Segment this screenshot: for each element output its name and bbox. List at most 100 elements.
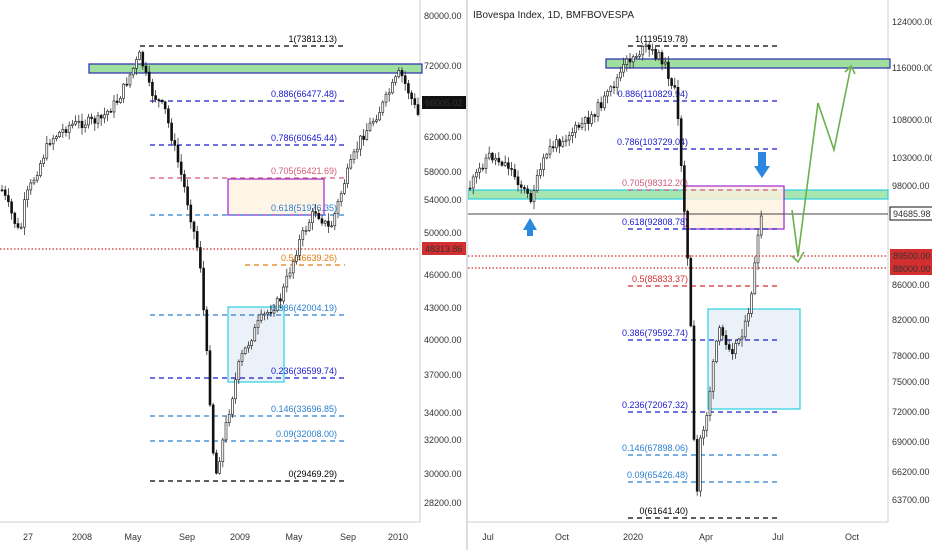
candle-body [670,78,673,86]
candle-body [596,102,600,117]
fib-level-label: 0.386(42004.19) [271,303,337,313]
candle-body [619,71,622,79]
candle-body [641,45,645,56]
chart-title: IBovespa Index, 1D, BMFBOVESPA [473,10,634,21]
candle-body [119,98,122,103]
resistance-zone[interactable] [88,63,423,74]
candle-body [301,230,305,240]
candle-body [718,327,721,342]
candle-body [394,76,397,83]
fib-level-label: 0.146(33696.85) [271,404,337,414]
right-chart-svg[interactable]: IBovespa Index, 1D, BMFBOVESPA 124000.00 1… [468,0,932,550]
projection-path[interactable] [791,65,852,257]
candle-body [362,135,365,140]
left-chart-panel[interactable]: 80000.00 72000.00 62000.00 58000.00 54000.00… [0,0,466,550]
candle-body [727,344,731,350]
resistance-zone[interactable] [605,58,891,69]
candle-body [19,226,23,229]
candle-body [657,52,661,60]
candle-body [692,325,696,440]
candle-body [275,298,279,311]
candle-body [711,361,715,392]
arrow-down-icon [754,152,770,178]
candle-body [199,247,202,269]
y-tick-label: 62000.00 [424,132,462,142]
candle-body [503,162,507,166]
candle-body [272,310,276,314]
right-chart-panel[interactable]: IBovespa Index, 1D, BMFBOVESPA 124000.00 1… [466,0,932,550]
candle-body [112,100,116,113]
arrow-up-icon [523,218,537,236]
candle-body [224,422,228,441]
candle-body [122,83,125,99]
candle-body [609,86,613,92]
candle-body [205,309,209,352]
candle-body [548,146,552,155]
candle-body [403,75,407,84]
highlight-box-purple[interactable] [683,185,785,230]
candle-body [77,120,81,123]
fib-level-label: 0.705(56421.69) [271,166,337,176]
candle-body [74,121,77,125]
fib-level-label: 0.236(36599.74) [271,366,337,376]
candle-body [683,165,686,212]
candle-body [48,143,52,145]
current-price-label: 94685.98 [893,209,931,219]
candle-body [55,136,58,139]
candle-body [323,220,327,224]
current-price-tag [889,206,932,221]
candle-body [475,171,478,178]
candle-body [333,213,337,227]
x-tick-label: Oct [555,532,570,542]
x-tick-label: 2009 [230,532,250,542]
candle-body [253,327,257,342]
candle-body [170,122,173,141]
x-tick-label: May [124,532,142,542]
fib-level-label: 0.618(92808.78) [622,217,688,227]
candle-body [526,188,529,194]
candle-body [615,77,619,88]
x-tick-label: 2008 [72,532,92,542]
candle-body [259,313,263,321]
highlight-box-cyan[interactable] [227,306,285,383]
y-tick-label: 75000.00 [892,377,930,387]
y-tick-label: 116000.00 [892,63,932,73]
candle-body [39,163,42,176]
candle-body [635,56,638,58]
candle-body [320,218,324,224]
candle-body [167,108,170,124]
candle-body [371,121,375,124]
candle-body [115,100,119,103]
candle-body [189,204,193,223]
candle-body [346,167,349,184]
candle-body [144,65,148,73]
candle-body [349,159,353,169]
y-tick-label: 72000.00 [424,61,462,71]
candle-body [679,118,683,166]
candle-body [186,186,189,206]
candle-body [535,175,539,192]
y-tick-label: 98000.00 [892,181,930,191]
fib-level-label: 0.146(67898.06) [622,443,688,453]
candle-body [750,293,753,314]
highlight-box-cyan[interactable] [707,308,801,410]
highlight-box-purple[interactable] [227,178,325,216]
support-price-label: 48313.86 [425,244,463,254]
candle-body [724,335,728,345]
candles-group [468,40,763,497]
candle-body [542,157,545,170]
candle-body [359,135,362,150]
left-chart-svg[interactable]: 80000.00 72000.00 62000.00 58000.00 54000.00… [0,0,466,550]
candle-body [215,452,218,474]
candle-body [654,48,657,60]
candle-body [51,138,55,145]
candle-body [282,286,285,302]
candle-body [71,123,74,126]
candle-body [577,124,581,128]
x-tick-label: 2010 [388,532,408,542]
candle-body [686,210,689,259]
candle-body [705,415,709,431]
candle-body [16,223,20,228]
fib-level-label: 0(61641.40) [639,506,688,516]
